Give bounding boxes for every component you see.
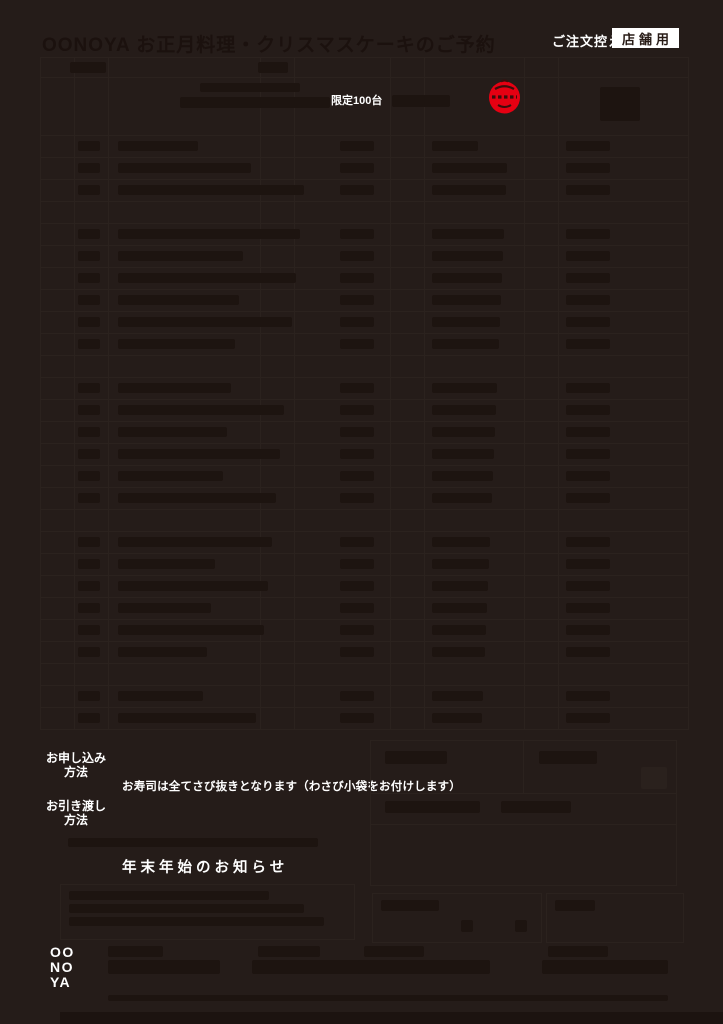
store-use-label: 店舗用 bbox=[621, 31, 673, 47]
limited-quantity-label: 限定100台 bbox=[331, 95, 383, 107]
application-method-label: お申し込み 方法 bbox=[45, 751, 106, 779]
notice-detail-box bbox=[60, 884, 355, 940]
wasabi-notice: お寿司は全てさび抜きとなります（わさび小袋をお付けします） bbox=[122, 781, 461, 793]
scan-shadow bbox=[60, 1012, 723, 1024]
store-use-badge: 店舗用 bbox=[612, 28, 679, 48]
order-table bbox=[40, 57, 689, 730]
stamp-area bbox=[641, 767, 667, 789]
subtotal-box bbox=[372, 893, 542, 943]
handover-info-box bbox=[370, 740, 677, 886]
brand-logo-line: OO bbox=[50, 944, 75, 960]
total-box bbox=[546, 893, 684, 943]
brand-logo-line: NO bbox=[50, 959, 74, 975]
year-end-notice-title: 年末年始のお知らせ bbox=[122, 860, 289, 876]
handover-method-label: お引き渡し 方法 bbox=[45, 799, 106, 827]
brand-logo: OO NO YA bbox=[50, 945, 75, 990]
brand-logo-line: YA bbox=[50, 974, 72, 990]
brand-stamp-icon bbox=[489, 79, 520, 114]
page-title: OONOYA お正月料理・クリスマスケーキのご予約 bbox=[42, 35, 496, 56]
order-copy-label: ご注文控え bbox=[552, 34, 623, 49]
